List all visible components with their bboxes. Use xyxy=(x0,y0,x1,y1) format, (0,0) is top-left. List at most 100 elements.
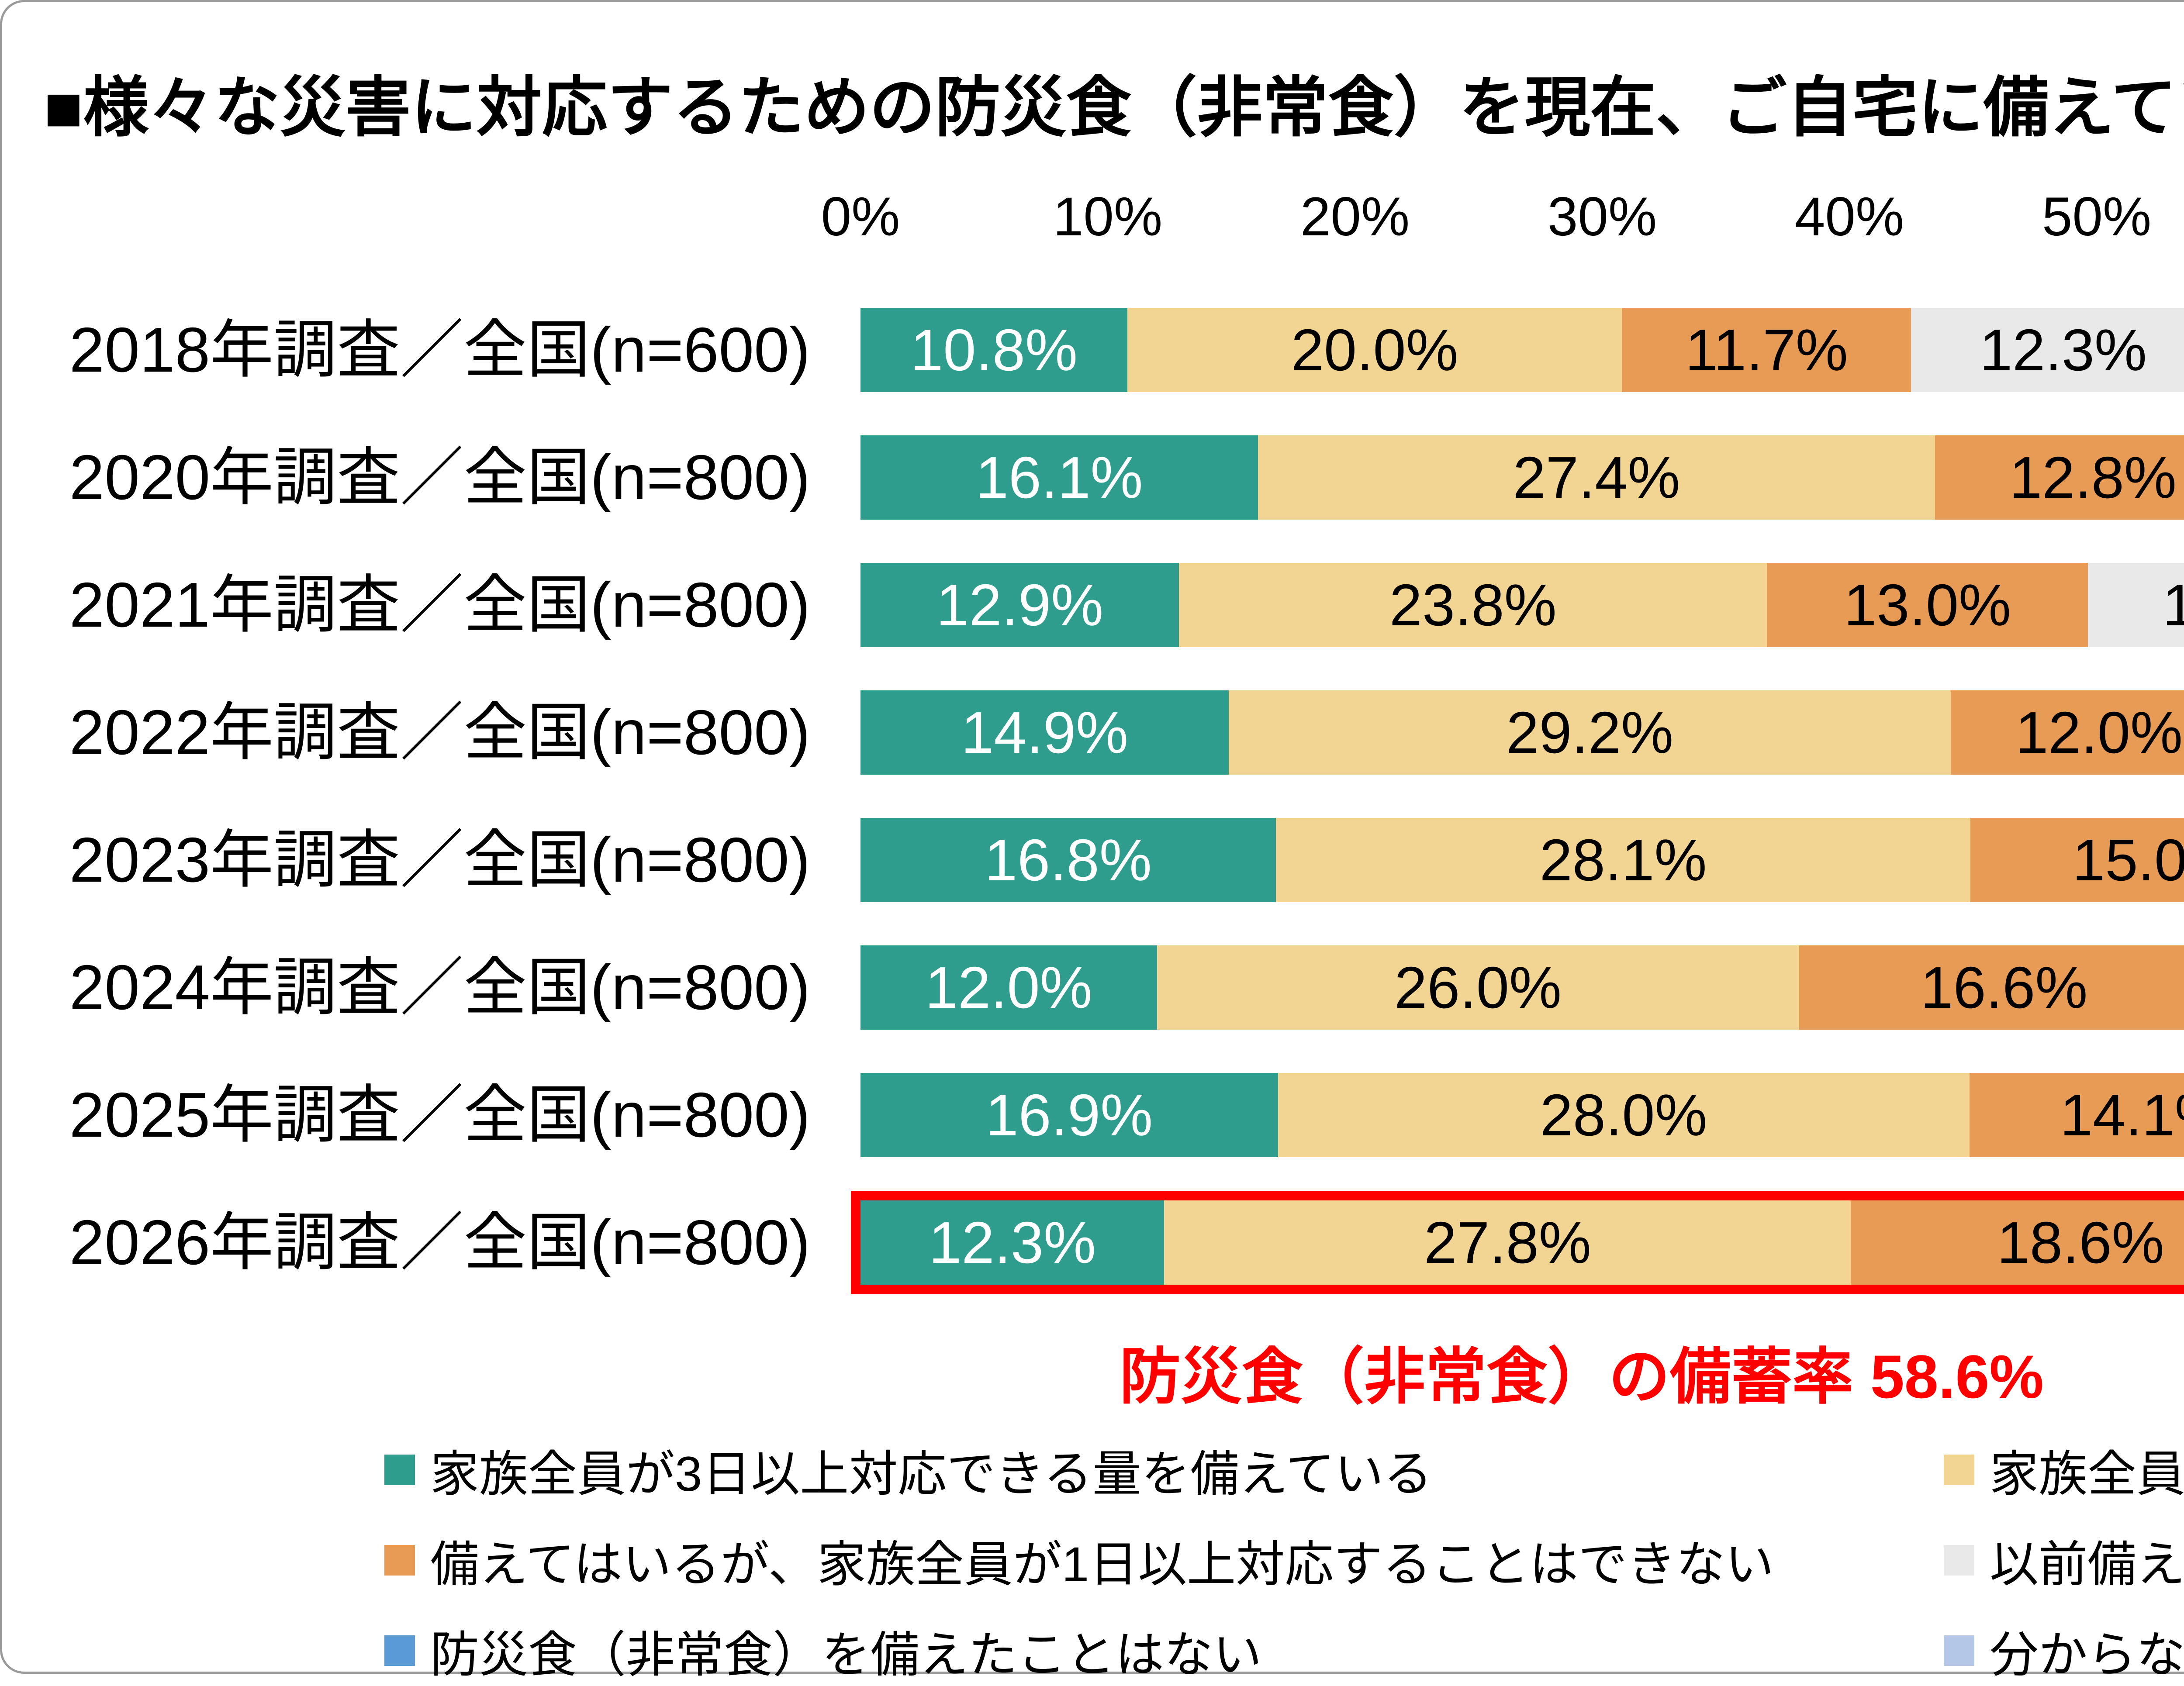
bar-segment: 27.8% xyxy=(1164,1200,1851,1285)
segment-value-label: 29.2% xyxy=(1506,700,1674,765)
bar-segment: 23.8% xyxy=(1179,563,1767,647)
bar-segment: 15.0% xyxy=(1970,818,2184,902)
segment-value-label: 15.0% xyxy=(2072,827,2184,893)
bar-row: 2026年調査／全国(n=800)12.3%27.8%18.6%9.9%22.5… xyxy=(2,1191,2184,1294)
legend-label: 防災食（非常食）を備えたことはない xyxy=(430,1627,1262,1682)
bar-segment: 16.9% xyxy=(860,1073,1278,1157)
row-label: 2018年調査／全国(n=600) xyxy=(69,314,810,385)
legend: 家族全員が3日以上対応できる量を備えている 家族全員が1～2日対応できる量を備えて… xyxy=(384,1434,2184,1686)
row-label: 2022年調査／全国(n=800) xyxy=(69,697,810,768)
axis-tick: 10% xyxy=(1053,186,1163,247)
stacked-bar: 14.9%29.2%12.0%11.9%26.9%5.1% xyxy=(860,690,2184,775)
legend-swatch xyxy=(1944,1545,1974,1576)
segment-value-label: 12.8% xyxy=(2009,445,2177,510)
bar-segment: 16.8% xyxy=(860,818,1276,902)
bar-segment: 16.6% xyxy=(1799,945,2184,1030)
stacked-bar: 12.0%26.0%16.6%12.8%26.9%5.8% xyxy=(860,945,2184,1030)
legend-swatch xyxy=(1944,1455,1974,1485)
bar-row: 2023年調査／全国(n=800)16.8%28.1%15.0%10.5%25.… xyxy=(2,818,2184,902)
bar-segment: 10.8% xyxy=(860,308,1128,392)
row-label: 2023年調査／全国(n=800) xyxy=(69,824,810,895)
segment-value-label: 16.1% xyxy=(975,445,1143,510)
legend-swatch xyxy=(384,1545,415,1576)
stockpile-rate-annotation: 防災食（非常食）の備蓄率 58.6% xyxy=(1120,1342,2044,1411)
row-label: 2025年調査／全国(n=800) xyxy=(69,1079,810,1150)
segment-value-label: 16.9% xyxy=(985,1082,1153,1148)
bar-segment: 16.1% xyxy=(860,435,1258,520)
segment-value-label: 27.4% xyxy=(1513,445,1680,510)
segment-value-label: 20.0% xyxy=(1291,317,1458,383)
segment-value-label: 13.0% xyxy=(1844,572,2011,638)
segment-value-label: 16.6% xyxy=(1920,955,2088,1021)
segment-value-label: 23.8% xyxy=(1389,572,1557,638)
legend-swatch xyxy=(384,1635,415,1666)
legend-label: 家族全員が1～2日対応できる量を備えている xyxy=(1990,1447,2184,1501)
bar-segment: 28.1% xyxy=(1275,818,1971,902)
stacked-bar: 16.9%28.0%14.1%7.8%26.5%6.8% xyxy=(860,1073,2184,1157)
legend-swatch xyxy=(384,1455,415,1485)
bar-row: 2024年調査／全国(n=800)12.0%26.0%16.6%12.8%26.… xyxy=(2,945,2184,1030)
segment-value-label: 26.0% xyxy=(1394,955,1562,1021)
bar-segment: 12.3% xyxy=(860,1200,1165,1285)
bar-row: 2021年調査／全国(n=800)12.9%23.8%13.0%12.8%33.… xyxy=(2,563,2184,647)
legend-item: 分からない xyxy=(1944,1615,2184,1686)
legend-item: 家族全員が1～2日対応できる量を備えている xyxy=(1944,1434,2184,1505)
bar-rows: 2018年調査／全国(n=600)10.8%20.0%11.7%12.3%40.… xyxy=(2,308,2184,1328)
row-label: 2026年調査／全国(n=800) xyxy=(69,1207,810,1278)
legend-item: 防災食（非常食）を備えたことはない xyxy=(384,1615,1944,1686)
legend-label: 備えてはいるが、家族全員が1日以上対応することはできない xyxy=(430,1537,1774,1592)
bar-segment: 11.7% xyxy=(1622,308,1911,392)
legend-label: 家族全員が3日以上対応できる量を備えている xyxy=(430,1447,1433,1501)
bar-segment: 28.0% xyxy=(1278,1073,1970,1157)
legend-item: 以前備えていたが、現在は備えていない xyxy=(1944,1525,2184,1596)
axis-tick: 0% xyxy=(821,186,900,247)
legend-item: 家族全員が3日以上対応できる量を備えている xyxy=(384,1434,1944,1505)
bar-segment: 26.0% xyxy=(1157,945,1799,1030)
x-axis: 0%10%20%30%40%50%60%70%80%90%100% xyxy=(821,186,2184,255)
bar-row: 2022年調査／全国(n=800)14.9%29.2%12.0%11.9%26.… xyxy=(2,690,2184,775)
segment-value-label: 28.0% xyxy=(1540,1082,1707,1148)
axis-tick: 30% xyxy=(1547,186,1657,247)
bar-row: 2020年調査／全国(n=800)16.1%27.4%12.8%9.4%30.5… xyxy=(2,435,2184,520)
legend-item: 備えてはいるが、家族全員が1日以上対応することはできない xyxy=(384,1525,1944,1596)
bar-segment: 12.8% xyxy=(1935,435,2184,520)
segment-value-label: 12.0% xyxy=(925,955,1092,1021)
segment-value-label: 10.8% xyxy=(910,317,1078,383)
bar-segment: 27.4% xyxy=(1258,435,1935,520)
bar-segment: 12.9% xyxy=(860,563,1179,647)
bar-segment: 18.6% xyxy=(1851,1200,2184,1285)
bar-row: 2025年調査／全国(n=800)16.9%28.0%14.1%7.8%26.5… xyxy=(2,1073,2184,1157)
row-label: 2021年調査／全国(n=800) xyxy=(69,569,810,640)
stacked-bar: 12.3%27.8%18.6%9.9%22.5%9.0% xyxy=(851,1191,2184,1294)
bar-segment: 12.0% xyxy=(1951,690,2184,775)
segment-value-label: 16.8% xyxy=(985,827,1152,893)
row-label: 2024年調査／全国(n=800) xyxy=(69,952,810,1023)
stacked-bar: 16.8%28.1%15.0%10.5%25.2%4.4% xyxy=(860,818,2184,902)
axis-tick: 50% xyxy=(2042,186,2152,247)
bar-segment: 29.2% xyxy=(1229,690,1951,775)
stacked-bar: 12.9%23.8%13.0%12.8%33.5%4.1% xyxy=(860,563,2184,647)
bar-segment: 20.0% xyxy=(1127,308,1622,392)
segment-value-label: 12.9% xyxy=(936,572,1104,638)
segment-value-label: 12.0% xyxy=(2015,700,2183,765)
segment-value-label: 27.8% xyxy=(1424,1210,1591,1276)
bar-segment: 12.0% xyxy=(860,945,1157,1030)
bar-segment: 13.0% xyxy=(1767,563,2088,647)
bar-segment: 12.3% xyxy=(1911,308,2184,392)
bar-segment: 14.1% xyxy=(1969,1073,2184,1157)
legend-label: 以前備えていたが、現在は備えていない xyxy=(1990,1537,2184,1592)
chart-title: ■様々な災害に対応するための防災食（非常食）を現在、ご自宅に備えていますか？（n… xyxy=(44,71,2184,144)
segment-value-label: 14.1% xyxy=(2060,1082,2184,1148)
stacked-bar: 16.1%27.4%12.8%9.4%30.5%3.9% xyxy=(860,435,2184,520)
segment-value-label: 12.3% xyxy=(929,1210,1096,1276)
stacked-bar: 10.8%20.0%11.7%12.3%40.7%4.5% xyxy=(860,308,2184,392)
row-label: 2020年調査／全国(n=800) xyxy=(69,442,810,513)
axis-tick: 40% xyxy=(1794,186,1904,247)
segment-value-label: 12.3% xyxy=(1980,317,2147,383)
segment-value-label: 14.9% xyxy=(961,700,1129,765)
axis-tick: 20% xyxy=(1300,186,1410,247)
segment-value-label: 11.7% xyxy=(1685,317,1848,383)
segment-value-label: 12.8% xyxy=(2162,572,2184,638)
segment-value-label: 28.1% xyxy=(1539,827,1707,893)
